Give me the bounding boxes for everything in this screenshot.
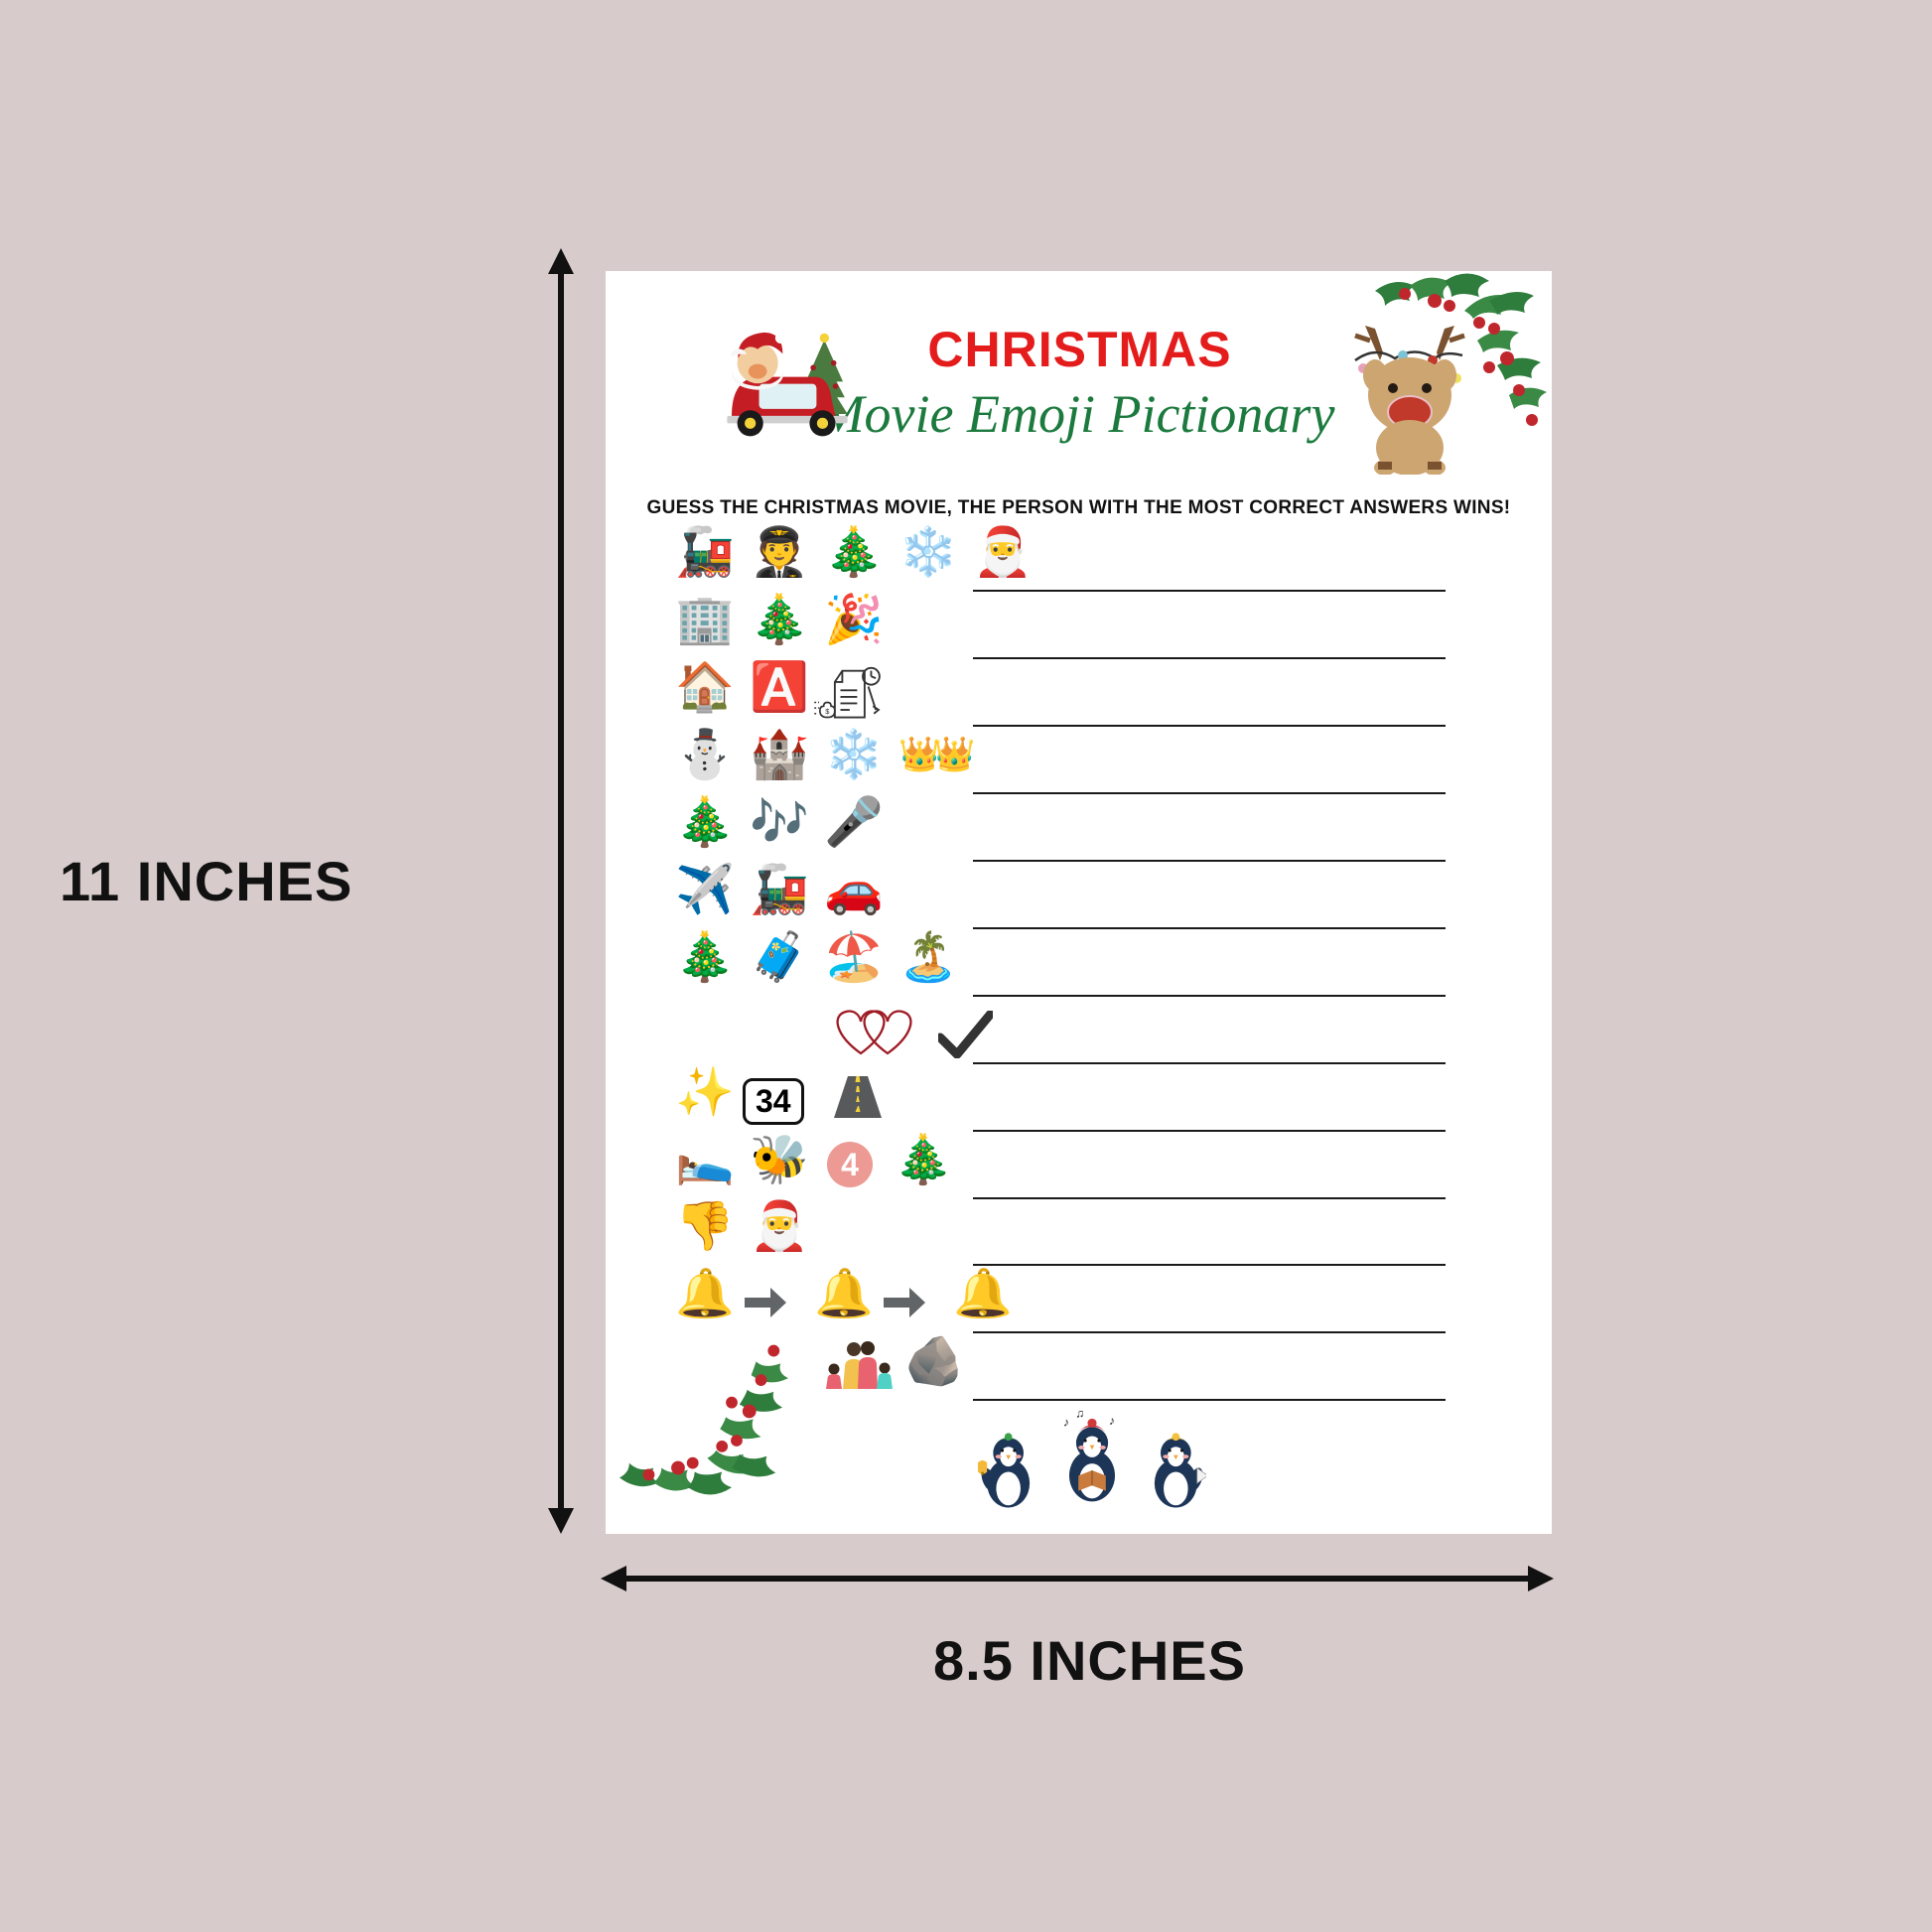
svg-text:$: $ xyxy=(825,707,830,716)
svg-text:♫: ♫ xyxy=(1075,1411,1084,1420)
svg-text:♪: ♪ xyxy=(1063,1416,1069,1430)
svg-text:♪: ♪ xyxy=(1109,1414,1115,1428)
